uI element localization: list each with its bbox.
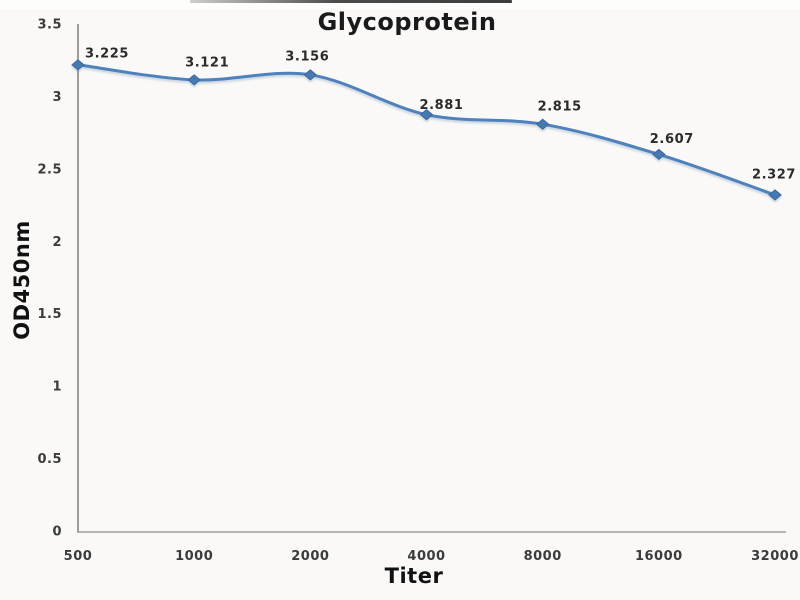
x-tick-label: 4000 [407,549,445,564]
y-tick-label: 0 [52,525,62,540]
series-line [76,63,777,197]
x-tick-label: 8000 [524,549,562,564]
chart-title: Glycoprotein [317,8,497,36]
data-point-label: 3.156 [285,49,329,64]
y-tick-label: 0.5 [37,452,62,467]
x-axis-title: Titer [384,564,444,588]
x-tick-label: 16000 [635,549,683,564]
x-tick-label: 2000 [291,549,329,564]
x-tick-label: 32000 [751,549,799,564]
data-point-label: 2.607 [650,132,694,147]
data-point-label: 3.121 [185,55,229,70]
y-tick-label: 1 [52,380,62,395]
y-tick-label: 2.5 [37,162,62,177]
series-od450nm [71,59,782,201]
data-point-marker [768,189,782,201]
data-point-marker [187,74,201,86]
data-point-marker [652,148,666,161]
x-tick-label: 500 [64,549,93,564]
y-tick-label: 2 [52,235,62,250]
top-background-band [0,0,800,9]
x-tick-label: 1000 [175,549,213,564]
top-edge-artifact [190,0,512,3]
data-point-marker [71,59,85,71]
data-point-label: 2.881 [419,98,463,113]
data-point-label: 3.225 [85,46,129,61]
y-tick-label: 3.5 [37,18,62,33]
data-point-label: 2.815 [538,100,582,115]
data-point-marker [419,109,434,121]
y-tick-label: 3 [52,90,62,105]
data-point-marker [535,118,550,130]
y-tick-label: 1.5 [37,307,62,322]
data-point-label: 2.327 [752,167,796,182]
data-point-marker [303,69,318,81]
